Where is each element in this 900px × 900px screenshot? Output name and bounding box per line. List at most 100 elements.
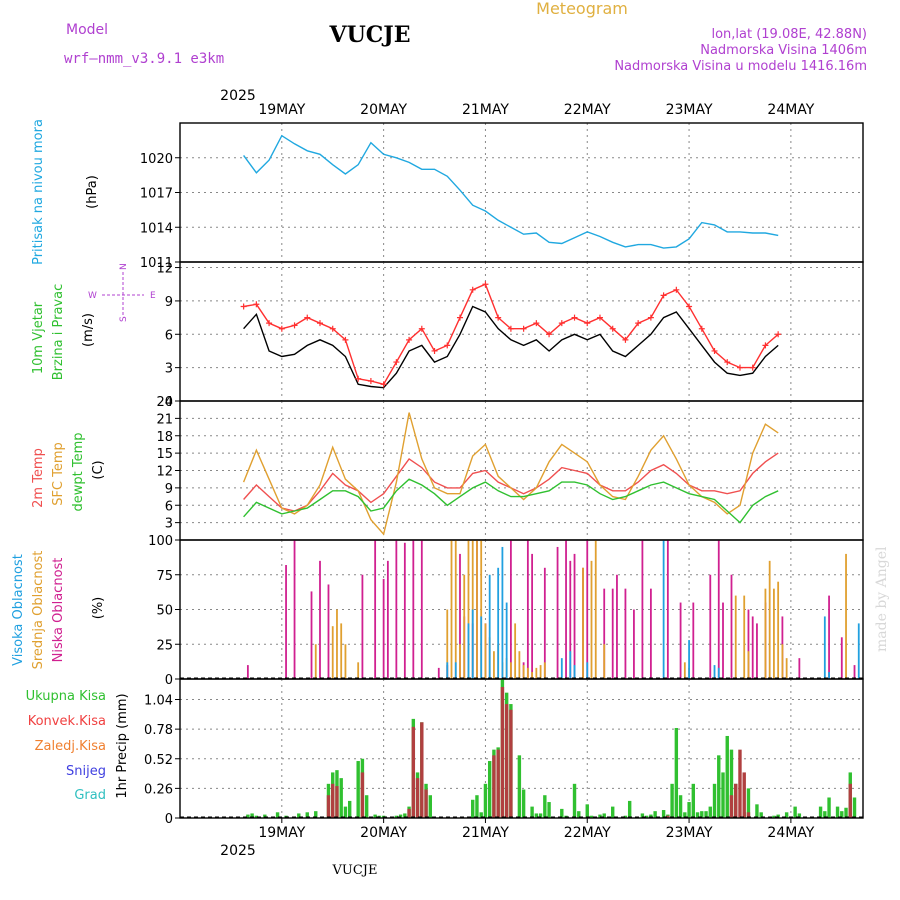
gust-marker: [635, 320, 642, 327]
bar-ukupna-kisa: [275, 812, 280, 818]
bar-niska-oblacnost: [692, 602, 695, 679]
model-elevation-label: Nadmorska Visina u modelu 1416.16m: [614, 59, 867, 74]
gust-marker: [520, 325, 527, 332]
bar-visoka-oblacnost: [454, 662, 457, 679]
bar-ukupna-kisa: [818, 806, 823, 818]
bar-niska-oblacnost: [403, 542, 406, 679]
bar-ukupna-kisa: [547, 802, 551, 818]
bar-niska-oblacnost: [437, 667, 440, 679]
bar-srednja-oblacnost: [845, 553, 847, 679]
bar-ukupna-kisa: [517, 755, 522, 818]
bar-visoka-oblacnost: [505, 602, 508, 679]
bar-ukupna-kisa: [840, 811, 844, 818]
gust-marker: [698, 325, 705, 332]
bar-srednja-oblacnost: [331, 626, 334, 679]
bar-srednja-oblacnost: [340, 623, 343, 679]
bar-niska-oblacnost: [459, 553, 461, 679]
temp-label-dewpt: dewpt Temp: [71, 432, 86, 511]
bar-visoka-oblacnost: [497, 567, 500, 679]
bar-srednja-oblacnost: [357, 662, 360, 679]
bar-ukupna-kisa: [263, 814, 267, 818]
bar-ukupna-kisa: [746, 788, 751, 818]
gust-marker: [355, 375, 362, 382]
top-day-labels: 19MAY 20MAY 21MAY 22MAY 23MAY 24MAY: [258, 102, 814, 118]
wind-label-2: Brzina i Pravac: [51, 284, 66, 381]
bar-konvek-kisa: [500, 686, 505, 818]
cloud-label-mid: Srednja Oblacnost: [31, 551, 46, 670]
bar-ukupna-kisa: [827, 797, 831, 818]
bar-konvek-kisa: [411, 726, 416, 818]
bar-visoka-oblacnost: [501, 546, 504, 679]
precip-unit: 1hr Precip (mm): [115, 693, 130, 798]
bar-niska-oblacnost: [543, 567, 546, 679]
ytick-label: 50: [156, 604, 173, 619]
bar-ukupna-kisa: [695, 812, 700, 818]
bar-visoka-oblacnost: [446, 662, 449, 679]
lonlat-label: lon,lat (19.08E, 42.88N): [711, 27, 867, 42]
bar-visoka-oblacnost: [828, 672, 830, 679]
bar-ukupna-kisa: [598, 814, 602, 818]
bar-ukupna-kisa: [712, 783, 717, 818]
bar-ukupna-kisa: [661, 810, 666, 818]
bar-niska-oblacnost: [382, 578, 385, 679]
bottom-day-label: 20MAY: [360, 825, 407, 841]
bar-srednja-oblacnost: [344, 644, 347, 679]
bar-ukupna-kisa: [246, 814, 250, 818]
bar-niska-oblacnost: [569, 560, 572, 679]
panel-frame: [179, 261, 864, 402]
gust-marker: [762, 342, 769, 349]
precip-legend-item: Snijeg: [66, 764, 106, 779]
bar-ukupna-kisa: [755, 804, 759, 818]
top-day-label: 24MAY: [767, 102, 814, 118]
gust-marker: [546, 331, 553, 338]
bar-srednja-oblacnost: [522, 665, 525, 679]
bar-konvek-kisa: [360, 772, 365, 818]
bar-srednja-oblacnost: [594, 540, 597, 679]
gust-marker: [316, 320, 323, 327]
bar-niska-oblacnost: [730, 574, 733, 679]
pressure-unit: (hPa): [85, 175, 100, 209]
gust-marker: [507, 325, 514, 332]
bar-ukupna-kisa: [543, 795, 547, 818]
bar-niska-oblacnost: [633, 609, 635, 679]
bar-ukupna-kisa: [254, 815, 259, 818]
credit-label: made by Angel: [874, 546, 890, 652]
bar-ukupna-kisa: [784, 812, 789, 818]
bar-srednja-oblacnost: [734, 595, 737, 679]
gust-marker: [380, 381, 387, 388]
top-day-label: 22MAY: [564, 102, 611, 118]
panel-temperature: 3 6 9 12 15 18 21 24: [156, 395, 864, 541]
bar-ukupna-kisa: [521, 789, 526, 818]
bar-niska-oblacnost: [361, 574, 364, 679]
bar-niska-oblacnost: [666, 540, 669, 679]
gust-marker: [278, 325, 285, 332]
temp-label-sfc: SFC Temp: [51, 442, 66, 506]
gust-marker: [304, 314, 311, 321]
bar-ukupna-kisa: [683, 812, 687, 818]
bar-niska-oblacnost: [798, 658, 801, 679]
bar-niska-oblacnost: [310, 591, 313, 679]
bar-ukupna-kisa: [602, 813, 606, 818]
ytick-label: 0.78: [144, 723, 173, 738]
gust-marker: [596, 314, 603, 321]
bar-ukupna-kisa: [649, 814, 653, 818]
bar-ukupna-kisa: [691, 783, 696, 818]
bar-srednja-oblacnost: [514, 623, 517, 679]
bar-ukupna-kisa: [364, 795, 369, 818]
bar-niska-oblacnost: [293, 540, 296, 679]
bar-niska-oblacnost: [649, 588, 652, 679]
bottom-day-label: 19MAY: [258, 825, 305, 841]
ytick-label: 0: [165, 395, 173, 410]
bar-ukupna-kisa: [772, 815, 776, 818]
bottom-day-label: 23MAY: [666, 825, 713, 841]
bar-srednja-oblacnost: [484, 623, 487, 679]
ytick-label: 9: [165, 295, 173, 310]
bar-ukupna-kisa: [678, 795, 683, 818]
bar-konvek-kisa: [746, 812, 751, 818]
gust-marker: [584, 320, 591, 327]
bar-konvek-kisa: [729, 795, 734, 818]
bar-visoka-oblacnost: [480, 616, 483, 679]
gust-marker: [240, 303, 247, 310]
bar-ukupna-kisa: [487, 761, 492, 818]
bar-niska-oblacnost: [624, 588, 627, 679]
